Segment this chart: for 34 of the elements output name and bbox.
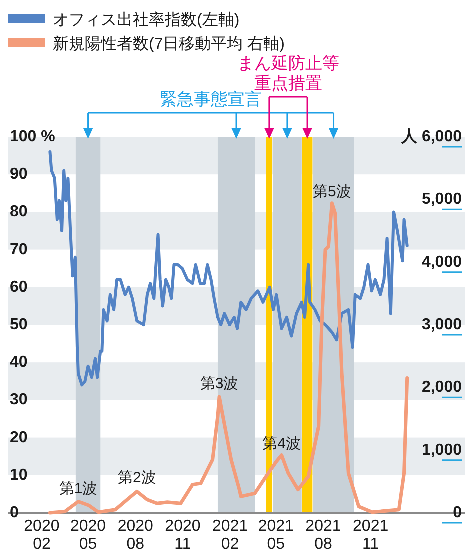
annotation: 第3波 [200, 375, 239, 392]
text: 緊急事態宣言 [160, 90, 262, 109]
y-tick-label: 30 [10, 392, 28, 409]
y2-tick-label: 4,000 [422, 254, 462, 271]
x-tick-label: 2021 02 [212, 518, 248, 552]
x-tick-label: 2021 08 [306, 518, 342, 552]
y-tick-label: 0 [10, 504, 19, 522]
y2-tick-label: 0 [453, 504, 462, 522]
y-tick-label: 50 [10, 316, 28, 334]
y-tick-label: 80 [10, 204, 28, 221]
y2-tick-label: 3,000 [422, 316, 462, 334]
x-tick-label: 2020 02 [24, 518, 60, 552]
annotation: 第1波 [59, 480, 98, 498]
x-tick-label: 2020 05 [70, 518, 106, 552]
x-tick-label: 2020 11 [165, 518, 201, 552]
annotation: 第2波 [118, 469, 156, 486]
legend-label: 新規陽性者数(7日移動平均 右軸) [53, 35, 285, 53]
y-tick-label: 100 % [10, 128, 56, 146]
y-tick-label: 70 [10, 241, 28, 258]
y2-tick-label: 2,000 [422, 379, 462, 396]
line-series [48, 202, 410, 515]
legend-label: オフィス出社率指数(左軸) [53, 11, 240, 29]
y-tick-label: 10 [10, 466, 28, 484]
y-tick-label: 90 [10, 166, 28, 184]
y-tick-label: 20 [10, 429, 28, 446]
x-tick-label: 2021 11 [353, 518, 389, 552]
y-tick-label: 60 [10, 278, 28, 296]
y2-tick-label: 5,000 [422, 191, 462, 208]
x-tick-label: 2020 08 [118, 518, 154, 552]
y2-tick-label: 人 6,000 [400, 128, 462, 146]
y2-tick-label: 1,000 [422, 442, 462, 459]
x-tick-label: 2021 05 [258, 518, 294, 552]
y-tick-label: 40 [10, 354, 28, 372]
annotation: 第5波 [313, 184, 352, 201]
